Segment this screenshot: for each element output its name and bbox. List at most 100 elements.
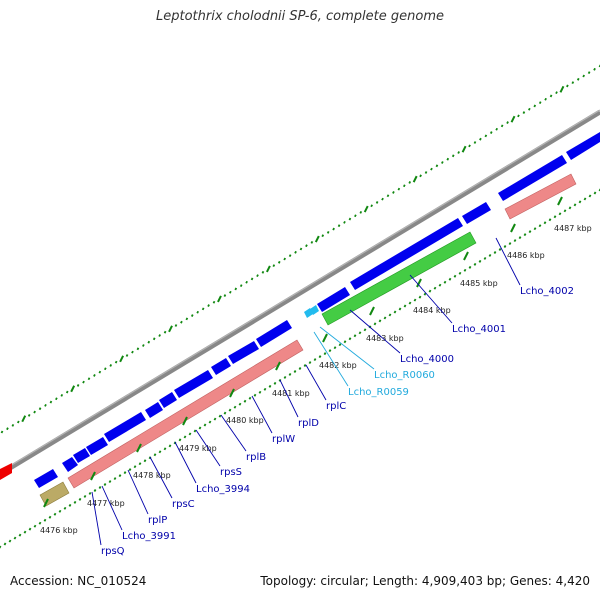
kbp-major-tick (275, 361, 281, 371)
inner-dot (423, 292, 427, 296)
outer-major-tick (168, 325, 173, 333)
gene-label[interactable]: Lcho_4001 (452, 324, 506, 335)
inner-dot (268, 384, 272, 388)
outer-dot (229, 290, 232, 294)
cds-arrow (174, 370, 213, 398)
inner-dot (483, 256, 487, 260)
label-leader-line (279, 379, 299, 418)
gene-label[interactable]: Lcho_R0060 (374, 370, 435, 381)
gene-label[interactable]: rplC (326, 401, 346, 412)
gene-label[interactable]: rpsQ (101, 546, 125, 557)
gene-track (39, 173, 577, 507)
gene-label[interactable]: Lcho_3994 (196, 484, 250, 495)
inner-dot (538, 224, 542, 228)
inner-dot (448, 277, 452, 281)
cds-arrow (256, 320, 292, 347)
inner-dot (283, 375, 287, 379)
outer-dot (528, 107, 531, 111)
gene-label[interactable]: rplP (148, 515, 167, 526)
outer-major-tick (510, 115, 516, 123)
outer-dot (76, 384, 80, 387)
inner-dot (233, 405, 237, 409)
outer-dot (446, 157, 450, 161)
outer-dot (522, 111, 526, 114)
gene-label[interactable]: Lcho_4002 (520, 286, 574, 297)
outer-dot (397, 187, 401, 191)
outer-dot (370, 204, 373, 208)
cds-arrow (104, 412, 146, 442)
kbp-tick-label: 4480 kbp (226, 416, 264, 425)
outer-dot (93, 374, 96, 377)
outer-dot (321, 234, 325, 238)
outer-dot (55, 397, 58, 401)
outer-dot (142, 344, 145, 347)
inner-dot (493, 251, 497, 254)
inner-dot (488, 253, 492, 257)
outer-dot (207, 304, 210, 307)
inner-dot (518, 236, 522, 240)
cds-arrow (566, 132, 600, 160)
inner-dot (363, 328, 367, 332)
cds-arrow (86, 437, 108, 455)
gene-label[interactable]: rplW (272, 434, 295, 445)
outer-dot (180, 320, 183, 324)
inner-dot (188, 432, 192, 436)
kbp-tick-label: 4478 kbp (133, 471, 171, 480)
outer-dot (337, 224, 341, 228)
inner-dot (58, 509, 62, 513)
outer-dot (152, 337, 156, 341)
inner-dot (443, 280, 447, 284)
accession-label: Accession: NC_010524 (10, 574, 147, 588)
cds-arrow (317, 287, 350, 312)
outer-major-tick (412, 175, 418, 183)
outer-major-tick (70, 385, 76, 393)
gene-label[interactable]: Lcho_3991 (122, 531, 176, 542)
outer-dot (11, 423, 15, 427)
outer-dot (212, 300, 216, 304)
inner-dot (503, 245, 507, 248)
outer-dot (109, 364, 113, 367)
gene-label[interactable]: rplD (298, 418, 319, 429)
inner-dot (48, 515, 52, 519)
kbp-tick-label: 4477 kbp (87, 499, 125, 508)
kbp-major-tick (90, 471, 96, 481)
label-leader-line (495, 237, 521, 286)
inner-dot (383, 316, 387, 320)
outer-dot (272, 264, 276, 268)
inner-dot (458, 271, 462, 275)
outer-dot (419, 174, 422, 178)
inner-dot (63, 506, 67, 510)
gene-label[interactable]: Lcho_R0059 (348, 387, 409, 398)
outer-dot (87, 377, 91, 381)
outer-dot (533, 104, 537, 108)
cds-arrow (462, 202, 491, 224)
inner-dot (218, 414, 222, 418)
kbp-major-tick (43, 498, 49, 508)
inner-dot (333, 346, 337, 350)
outer-dot (250, 277, 254, 281)
inner-dot (3, 542, 7, 546)
inner-dot (523, 233, 527, 237)
inner-dot (53, 512, 57, 516)
gene-label[interactable]: rplB (246, 452, 266, 463)
outer-dot (174, 324, 178, 327)
outer-dot (587, 71, 591, 75)
gene-label[interactable]: rpsC (172, 499, 195, 510)
outer-dot (489, 131, 493, 134)
outer-dot (538, 101, 542, 105)
inner-dot (428, 289, 432, 293)
kbp-major-tick (416, 278, 422, 288)
gene-label[interactable]: Lcho_4000 (400, 354, 454, 365)
genome-backbone (0, 109, 600, 477)
inner-dot (403, 304, 407, 308)
gene-label[interactable]: rpsS (220, 467, 242, 478)
inner-dot (298, 367, 302, 370)
inner-dot (393, 310, 397, 314)
cds-arrow (34, 469, 58, 488)
rrna-bar (321, 231, 477, 326)
inner-dot (543, 221, 547, 225)
kbp-major-tick (369, 306, 375, 316)
outer-dot (190, 314, 194, 317)
inner-dot (408, 301, 412, 305)
